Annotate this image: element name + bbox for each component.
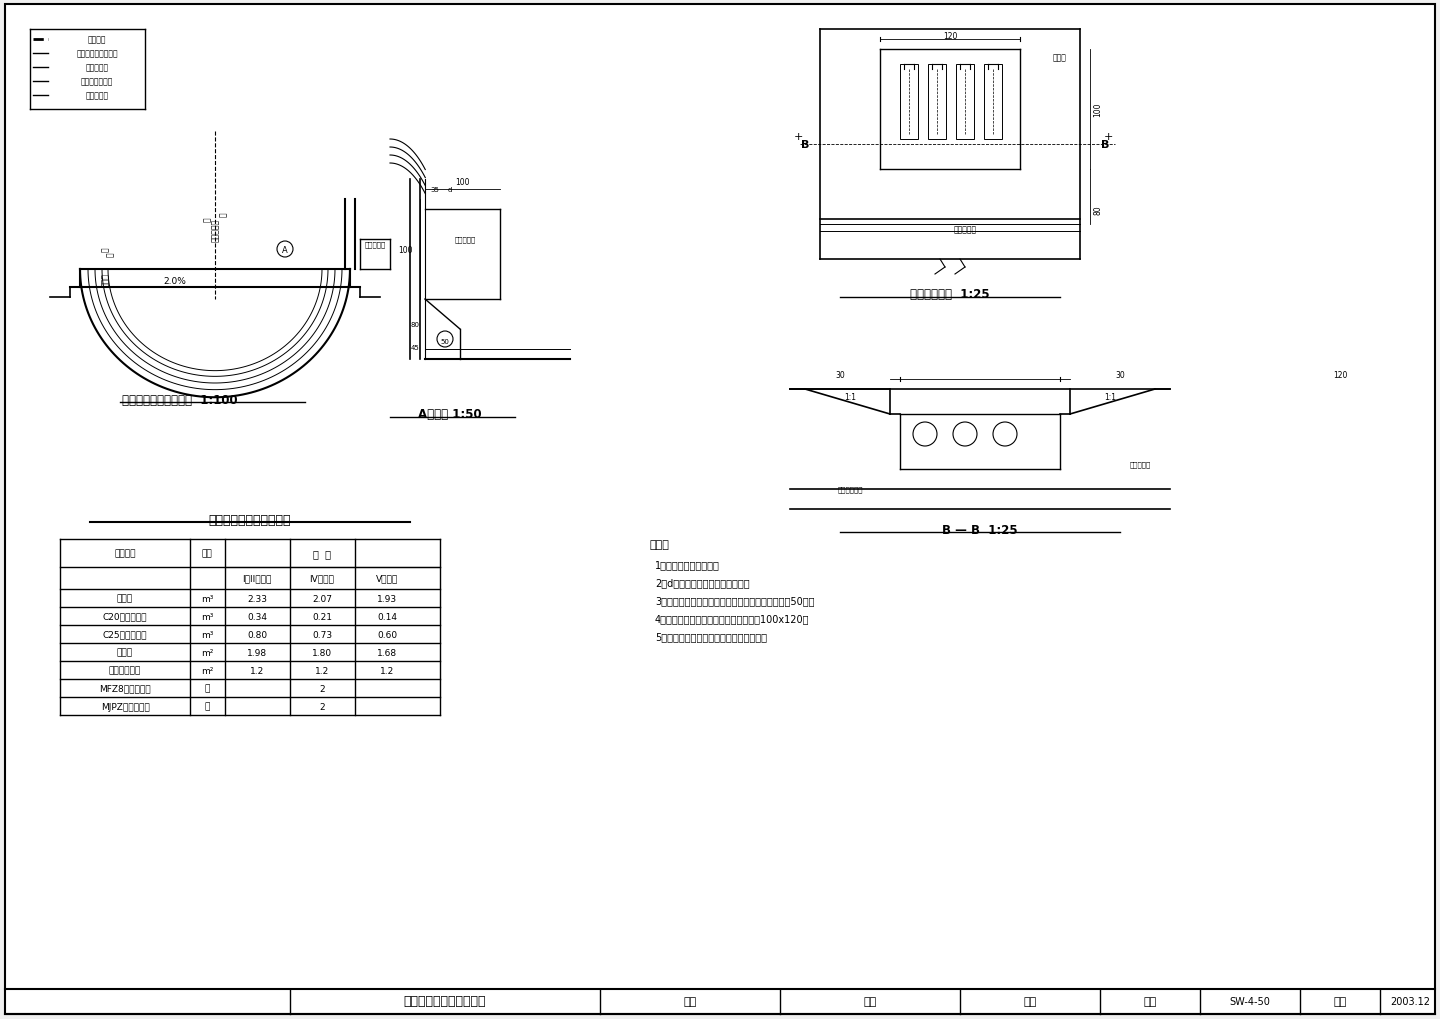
Text: 设计: 设计 [684, 996, 697, 1006]
Text: m²: m² [200, 665, 213, 675]
Text: 消防设备箱: 消防设备箱 [455, 236, 475, 244]
Text: 隔道洞内消防洞室设计图: 隔道洞内消防洞室设计图 [403, 995, 487, 1008]
Text: B — B  1:25: B — B 1:25 [942, 523, 1018, 536]
Text: 2: 2 [320, 702, 325, 711]
Text: 2.07: 2.07 [312, 594, 333, 603]
Text: 灭火器: 灭火器 [1053, 53, 1067, 62]
Text: 0.34: 0.34 [248, 611, 266, 621]
Text: 消管道边缘: 消管道边缘 [1129, 462, 1151, 468]
Text: 30: 30 [1115, 370, 1125, 379]
Text: 100: 100 [397, 246, 412, 255]
Text: 项目名称: 项目名称 [114, 549, 135, 558]
Text: SW-4-50: SW-4-50 [1230, 996, 1270, 1006]
Text: 1.80: 1.80 [312, 648, 333, 657]
Text: 2.0%: 2.0% [164, 277, 186, 286]
Text: IV类衬砌: IV类衬砌 [310, 574, 334, 583]
Text: 0.21: 0.21 [312, 611, 333, 621]
Text: 1、本图尺寸以厢米计；: 1、本图尺寸以厢米计； [655, 559, 720, 570]
Text: 消防设备箱: 消防设备箱 [364, 242, 386, 248]
Text: 隧: 隧 [203, 217, 212, 222]
Text: 5、本图工程量为一个消防洞圈加工数量。: 5、本图工程量为一个消防洞圈加工数量。 [655, 632, 768, 641]
Text: 处理道外边缘: 处理道外边缘 [837, 486, 863, 493]
Text: 0.60: 0.60 [377, 630, 397, 639]
Text: 3、消防设备门位于隔道行车方向右侧隔道上，间距50米；: 3、消防设备门位于隔道行车方向右侧隔道上，间距50米； [655, 595, 815, 605]
Text: 1:1: 1:1 [1104, 393, 1116, 403]
Text: 120: 120 [943, 32, 958, 41]
Text: 防水层及保护层: 防水层及保护层 [81, 77, 114, 87]
Text: B: B [1100, 140, 1109, 150]
Text: +: + [793, 131, 802, 142]
Text: 设计线: 设计线 [101, 273, 109, 286]
Text: m²: m² [200, 648, 213, 657]
Text: 45: 45 [410, 344, 419, 351]
Text: 1.2: 1.2 [315, 665, 330, 675]
Text: 日期: 日期 [1333, 996, 1346, 1006]
Text: m³: m³ [200, 611, 213, 621]
Text: 个: 个 [204, 702, 210, 711]
Text: V类衬砌: V类衬砌 [376, 574, 397, 583]
Text: 数  量: 数 量 [312, 548, 331, 558]
Text: C20喷射混凝土: C20喷射混凝土 [102, 611, 147, 621]
Text: 图号: 图号 [1143, 996, 1156, 1006]
Text: 120: 120 [1333, 370, 1348, 379]
Text: 1.2: 1.2 [251, 665, 264, 675]
Text: 消防洞处隔道横断面图  1:100: 消防洞处隔道横断面图 1:100 [122, 393, 238, 407]
Text: d: d [448, 186, 452, 193]
Text: 2: 2 [320, 684, 325, 693]
Text: 1.98: 1.98 [246, 648, 266, 657]
Text: m³: m³ [200, 594, 213, 603]
Text: +: + [1103, 131, 1113, 142]
Text: 砌: 砌 [105, 253, 115, 257]
Text: 2、d为消断面处模筑混凝土厘度；: 2、d为消断面处模筑混凝土厘度； [655, 578, 750, 587]
Text: 0.14: 0.14 [377, 611, 397, 621]
Text: MFZ8干粉灭火器: MFZ8干粉灭火器 [99, 684, 151, 693]
Text: 30: 30 [835, 370, 845, 379]
Text: 模筑混凝土: 模筑混凝土 [85, 92, 108, 101]
Text: 1.2: 1.2 [380, 665, 395, 675]
Text: 个: 个 [204, 684, 210, 693]
Text: 0.73: 0.73 [312, 630, 333, 639]
Text: A大样图 1:50: A大样图 1:50 [418, 408, 482, 421]
Bar [956, 65, 973, 140]
Text: 2003.12: 2003.12 [1390, 996, 1430, 1006]
Text: 4、消防设备门为钐合金抜门，门口尺寸100x120；: 4、消防设备门为钐合金抜门，门口尺寸100x120； [655, 613, 809, 624]
Text: 开挖量: 开挖量 [117, 594, 132, 603]
Text: 35: 35 [431, 186, 439, 193]
Text: 衬: 衬 [101, 248, 109, 252]
Text: C25模筑混凝土: C25模筑混凝土 [102, 630, 147, 639]
Bar [927, 65, 946, 140]
Text: 噴射混凝土及钉损网: 噴射混凝土及钉损网 [76, 50, 118, 58]
Text: 0.80: 0.80 [246, 630, 266, 639]
Text: 砖墙沿量板: 砖墙沿量板 [953, 225, 976, 234]
Text: 复核: 复核 [864, 996, 877, 1006]
Text: 2.33: 2.33 [248, 594, 266, 603]
Text: 一处消防洞室工程数量表: 一处消防洞室工程数量表 [209, 513, 291, 526]
Text: 50: 50 [441, 338, 449, 344]
Text: 1:1: 1:1 [844, 393, 855, 403]
Text: A: A [282, 246, 288, 255]
Text: 单位: 单位 [202, 549, 212, 558]
Text: B: B [801, 140, 809, 150]
Text: m³: m³ [200, 630, 213, 639]
Text: 1.93: 1.93 [377, 594, 397, 603]
Text: 开挖界限: 开挖界限 [88, 36, 107, 45]
Text: 港墨变形缝: 港墨变形缝 [85, 63, 108, 72]
Text: 80: 80 [1093, 205, 1103, 215]
Text: 说明：: 说明： [649, 539, 670, 549]
Bar [900, 65, 919, 140]
Text: 铝合金平开窗: 铝合金平开窗 [109, 665, 141, 675]
Bar [984, 65, 1002, 140]
Text: 100: 100 [1093, 103, 1103, 117]
Text: I、II类衬砌: I、II类衬砌 [242, 574, 272, 583]
Text: 道: 道 [219, 213, 228, 217]
Text: 80: 80 [410, 322, 419, 328]
Text: 审核: 审核 [1024, 996, 1037, 1006]
Text: 1.68: 1.68 [377, 648, 397, 657]
Text: 100: 100 [455, 177, 469, 186]
Text: 防水层: 防水层 [117, 648, 132, 657]
Text: 消防洞立面图  1:25: 消防洞立面图 1:25 [910, 288, 989, 302]
Text: MJPZ清洁天火器: MJPZ清洁天火器 [101, 702, 150, 711]
Text: 行车道中线: 行车道中线 [210, 218, 219, 242]
